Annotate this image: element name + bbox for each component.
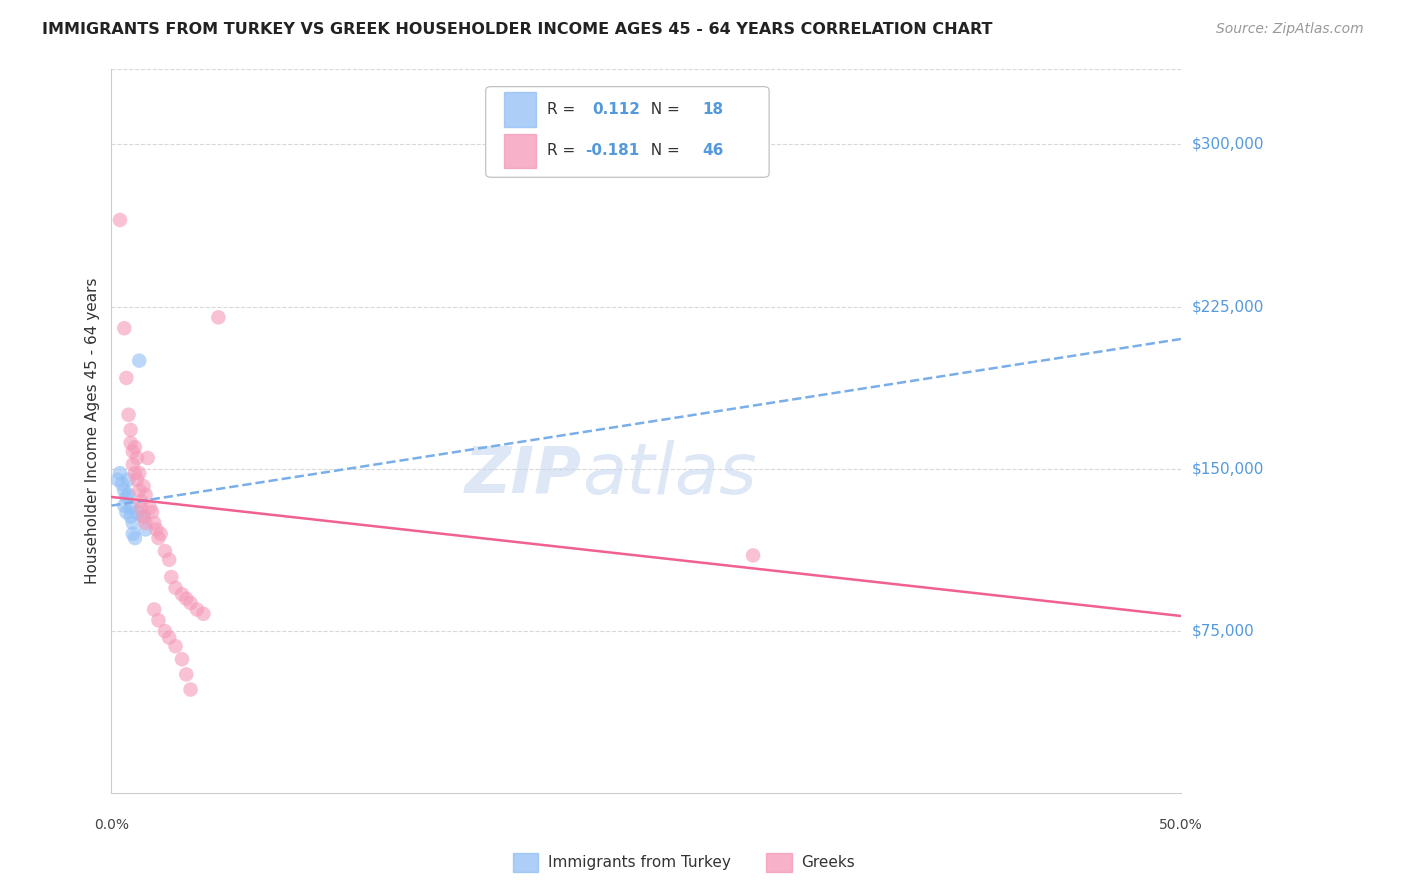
Point [131,494,153,508]
Point [135,516,157,530]
Point [170,587,193,601]
Point [135,488,157,502]
Point [165,640,187,654]
Point [132,509,155,524]
Point [121,458,143,472]
Point [180,596,202,610]
Point [125,505,148,519]
Point [120,435,142,450]
Point [131,500,153,515]
Point [148,531,170,545]
Point [124,531,146,545]
Point [128,483,150,498]
Bar [503,92,536,127]
Text: 50.0%: 50.0% [1159,818,1202,832]
Text: Greeks: Greeks [801,855,855,870]
Point [174,591,197,606]
Text: $225,000: $225,000 [1192,299,1264,314]
Point [132,479,155,493]
Point [124,466,146,480]
Point [125,473,148,487]
Point [115,371,138,385]
Point [125,450,148,465]
Point [120,423,142,437]
Text: 0.112: 0.112 [593,102,641,117]
Point [124,440,146,454]
Text: 0.0%: 0.0% [94,818,129,832]
Text: N =: N = [641,144,685,159]
Text: R =: R = [547,144,579,159]
Point [148,613,170,627]
Point [115,490,138,504]
Point [128,466,150,480]
Point [149,526,172,541]
Text: R =: R = [547,102,579,117]
Point [128,353,150,368]
Point [145,523,167,537]
Point [112,321,135,335]
Point [132,509,155,524]
Point [121,526,143,541]
Point [108,213,131,227]
Point [121,444,143,458]
Point [153,544,176,558]
Point [157,552,180,566]
Text: IMMIGRANTS FROM TURKEY VS GREEK HOUSEHOLDER INCOME AGES 45 - 64 YEARS CORRELATIO: IMMIGRANTS FROM TURKEY VS GREEK HOUSEHOL… [42,22,993,37]
Point [108,466,131,480]
FancyBboxPatch shape [485,87,769,178]
Point [153,624,176,639]
Text: N =: N = [641,102,685,117]
Point [117,408,139,422]
Y-axis label: Householder Income Ages 45 - 64 years: Householder Income Ages 45 - 64 years [86,277,100,584]
Text: $150,000: $150,000 [1192,461,1264,476]
Text: 46: 46 [703,144,724,159]
Point [141,505,163,519]
Point [193,607,215,621]
Point [111,477,134,491]
Text: Source: ZipAtlas.com: Source: ZipAtlas.com [1216,22,1364,37]
Text: ZIP: ZIP [465,443,582,506]
Point [742,549,765,563]
Point [136,450,159,465]
Point [143,602,166,616]
Point [139,500,162,515]
Point [186,602,208,616]
Point [115,505,138,519]
Point [180,682,202,697]
Point [174,667,197,681]
Point [120,509,142,524]
Point [143,516,166,530]
Text: -0.181: -0.181 [585,144,640,159]
Text: Immigrants from Turkey: Immigrants from Turkey [548,855,731,870]
Text: $300,000: $300,000 [1192,136,1264,152]
Point [207,310,229,325]
Point [121,516,143,530]
Text: 18: 18 [703,102,724,117]
Point [117,473,139,487]
Point [107,473,129,487]
Point [112,499,135,513]
Point [165,581,187,595]
Point [170,652,193,666]
Text: atlas: atlas [582,440,756,509]
Point [120,500,142,515]
Point [157,631,180,645]
Point [112,483,135,498]
Text: $75,000: $75,000 [1192,624,1254,639]
Bar [503,134,536,169]
Point [160,570,183,584]
Point [135,523,157,537]
Point [117,488,139,502]
